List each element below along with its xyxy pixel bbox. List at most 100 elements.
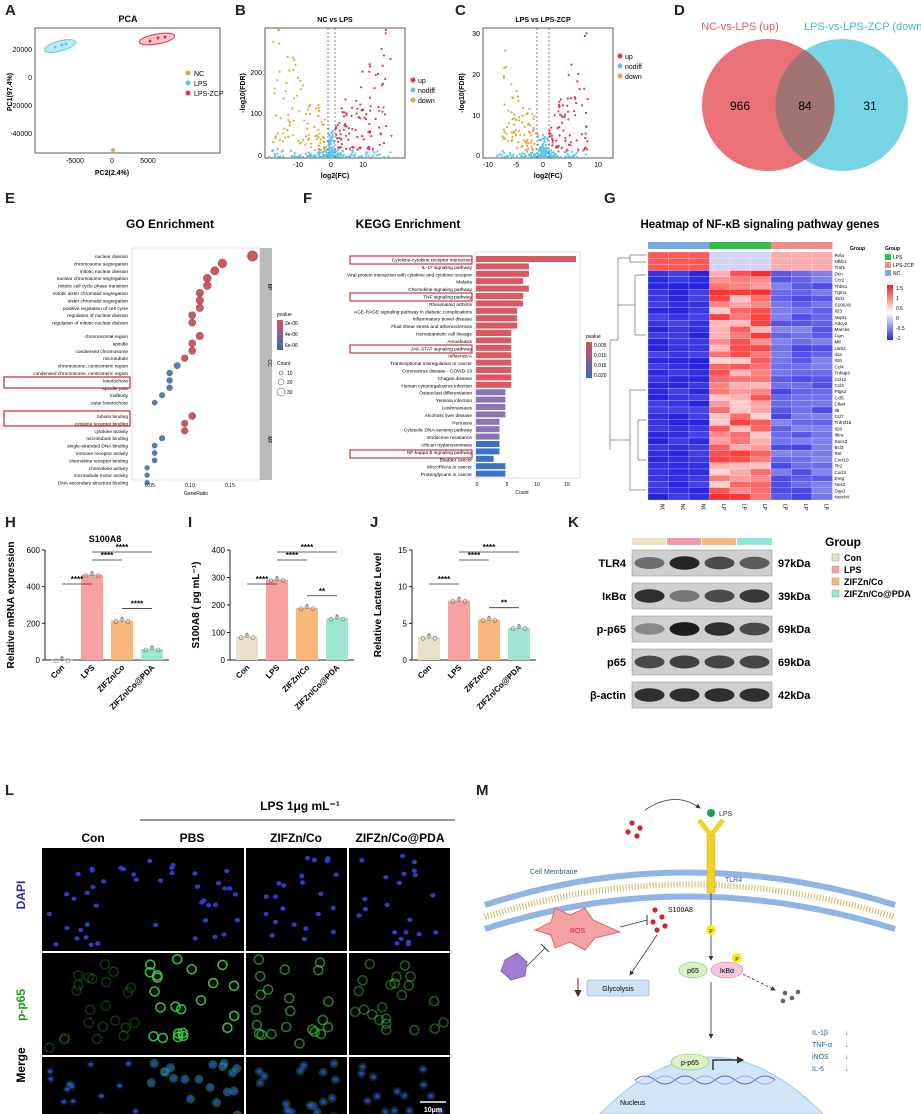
pca-ylabel: PC1(97.4%): [7, 73, 14, 111]
nucleus-spot: [99, 1094, 104, 1098]
volcano-c-ytick: 0: [476, 153, 480, 160]
pp65-cell: [125, 982, 137, 994]
blot-band: [669, 590, 700, 602]
heatmap-cell: [750, 307, 772, 315]
go-term-label: regulation of nuclear division: [67, 313, 128, 319]
heatmap-cell: [688, 388, 710, 395]
volcano-point: [324, 148, 327, 152]
volcano-point: [319, 148, 323, 151]
go-term-label: immune receptor activity: [76, 451, 129, 457]
p65-label: p65: [687, 968, 699, 975]
heatmap-cell: [709, 487, 731, 494]
heatmap-cell: [811, 357, 833, 364]
volcano-point: [361, 135, 364, 138]
volcano-point: [314, 135, 317, 138]
blot-band: [739, 622, 770, 636]
heatmap-gene-label: Rel: [835, 451, 842, 456]
go-dot: [203, 274, 212, 283]
nucleus-spot: [362, 907, 368, 912]
go-title: GO Enrichment: [126, 217, 214, 231]
volcano-point: [503, 130, 506, 133]
x-category-label: Con: [234, 663, 251, 680]
heatmap-cell: [811, 419, 833, 426]
volcano-point: [306, 122, 309, 125]
data-point: [522, 626, 528, 632]
volcano-point: [584, 132, 587, 135]
go-legend-size: [277, 378, 285, 386]
volcano-point: [551, 139, 554, 142]
heatmap-legend-swatch: [885, 254, 891, 260]
heatmap-cell: [811, 382, 833, 389]
volcano-point: [378, 126, 381, 129]
volcano-point: [536, 135, 539, 138]
heatmap-cell: [647, 326, 669, 333]
volcano-point: [569, 144, 572, 147]
volcano-point: [546, 137, 549, 140]
nucleus-spot: [131, 872, 137, 877]
heatmap-cell: [688, 462, 710, 470]
heatmap-cell: [709, 307, 731, 315]
pp65-cell: [228, 980, 240, 992]
pp65-cell: [364, 958, 376, 970]
heatmap-cell: [709, 295, 731, 302]
heatmap-cell: [729, 264, 751, 271]
volcano-point: [575, 101, 578, 105]
bar: [236, 636, 258, 660]
heatmap-cell: [729, 320, 751, 327]
volcano-point: [543, 135, 546, 138]
go-term-label: mitotic nuclear division: [80, 269, 129, 275]
data-point: [480, 618, 486, 623]
volcano-point: [585, 125, 588, 128]
pp65-cell: [396, 989, 408, 1001]
bar: [296, 607, 318, 660]
nucleus-spot: [416, 932, 422, 937]
heatmap-scale-label: -0.5: [896, 326, 905, 332]
nucleus-spot: [394, 1089, 400, 1094]
kegg-term-label: Alcoholic liver disease: [425, 413, 473, 419]
pp65-cell: [100, 1000, 111, 1011]
heatmap-cell: [709, 276, 731, 284]
panel-label-k: K: [568, 514, 579, 531]
blot-band: [704, 556, 735, 570]
data-point: [155, 647, 161, 653]
volcano-point: [379, 132, 382, 135]
nucleus-spot: [53, 942, 59, 947]
volcano-point: [577, 72, 580, 75]
heatmap-cell: [647, 338, 669, 346]
volcano-c-legend: up: [625, 54, 633, 61]
volcano-point: [317, 144, 320, 147]
pca-legend-lps: LPS: [194, 81, 208, 88]
pca-point: [148, 39, 152, 43]
heatmap-cell: [647, 475, 669, 482]
nucleus-spot: [207, 1085, 213, 1090]
heatmap-cell: [647, 400, 669, 408]
volcano-point: [282, 149, 285, 152]
sig-label: ****: [438, 575, 451, 584]
kegg-term-label: JAK-STAT signaling pathway: [411, 346, 473, 352]
volcano-point: [275, 114, 278, 117]
heatmap-cell: [668, 487, 690, 494]
go-dot: [151, 442, 158, 449]
heatmap-cell: [811, 437, 833, 445]
kegg-xtick: 5: [506, 482, 509, 488]
heatmap-cell: [688, 270, 710, 277]
volcano-point: [539, 149, 542, 152]
volcano-point: [531, 112, 534, 116]
heatmap-cell: [709, 468, 731, 476]
heatmap-cell: [709, 375, 731, 383]
volcano-point: [299, 79, 302, 82]
heatmap-cell: [791, 462, 813, 470]
volcano-point: [572, 110, 576, 113]
volcano-point: [520, 154, 523, 157]
pp65-cell: [207, 977, 219, 989]
volcano-point: [546, 146, 549, 150]
sig-label: ****: [256, 575, 269, 584]
nucleus-spot: [168, 1065, 174, 1070]
pp65-cell: [358, 1004, 370, 1015]
data-point: [420, 635, 426, 641]
heatmap-cell: [647, 307, 669, 315]
volcano-point: [541, 149, 544, 153]
heatmap-cell: [668, 413, 690, 420]
